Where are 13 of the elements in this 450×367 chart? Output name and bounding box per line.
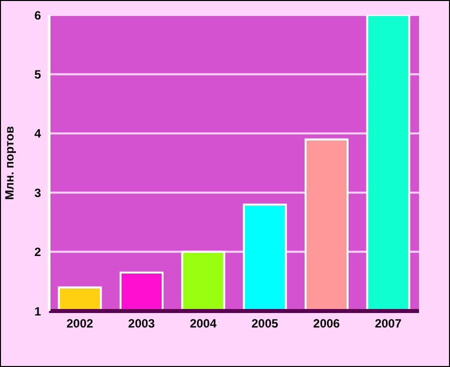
x-tick-label: 2007 (374, 316, 402, 331)
x-tick-label: 2003 (128, 316, 156, 331)
y-axis-title: Млн. портов (2, 126, 16, 200)
x-tick-label: 2006 (313, 316, 340, 331)
y-tick-label: 1 (34, 304, 42, 318)
x-tick-label: 2002 (66, 316, 94, 331)
x-tick-label: 2005 (251, 316, 279, 331)
y-tick-label: 4 (34, 126, 42, 141)
y-tick-label: 6 (34, 8, 42, 22)
x-tick-label: 2004 (190, 316, 217, 331)
y-tick-label: 3 (34, 186, 42, 200)
y-tick-label: 5 (34, 67, 42, 82)
y-tick-label: 2 (34, 245, 42, 260)
